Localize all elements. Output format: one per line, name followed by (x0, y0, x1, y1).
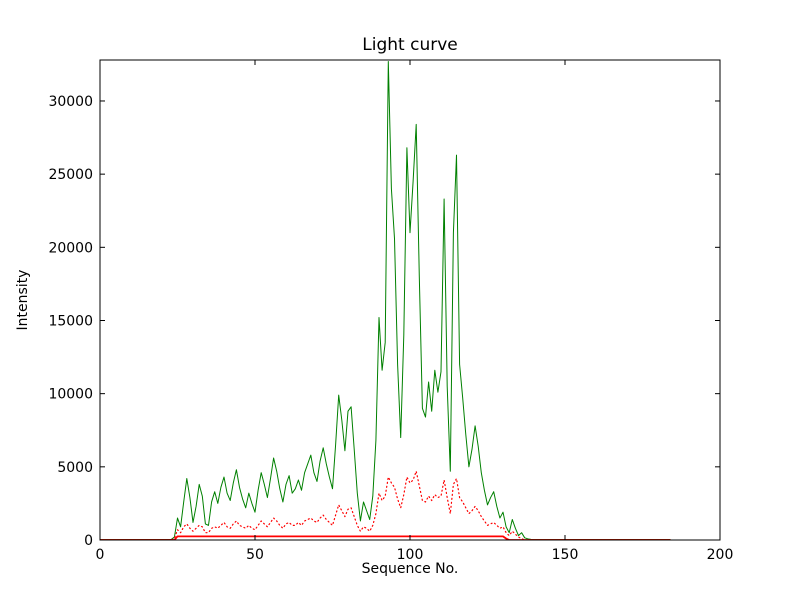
series-layer (100, 60, 672, 540)
x-axis-label: Sequence No. (362, 561, 459, 577)
x-tick-label: 0 (96, 547, 105, 563)
y-tick-label: 5000 (57, 460, 93, 476)
y-tick-label: 25000 (48, 167, 93, 183)
green-solid-line (100, 60, 671, 540)
y-tick-label: 0 (84, 533, 93, 549)
y-axis-label: Intensity (15, 270, 31, 331)
x-tick-label: 50 (246, 547, 264, 563)
x-tick-label: 100 (397, 547, 424, 563)
y-tick-label: 15000 (48, 313, 93, 329)
red-dotted-line (100, 470, 672, 540)
axes-layer: 0 50 100 150 200 0 5000 10000 15000 20000 25000 300… (48, 59, 734, 563)
y-tick-label: 20000 (48, 240, 93, 256)
y-tick-label: 30000 (48, 94, 93, 110)
chart-title: Light curve (362, 35, 457, 55)
x-tick-label: 150 (552, 547, 579, 563)
x-tick-label: 200 (707, 547, 734, 563)
plot-frame (99, 59, 721, 541)
red-solid-line (100, 535, 671, 540)
y-tick-label: 10000 (48, 387, 93, 403)
